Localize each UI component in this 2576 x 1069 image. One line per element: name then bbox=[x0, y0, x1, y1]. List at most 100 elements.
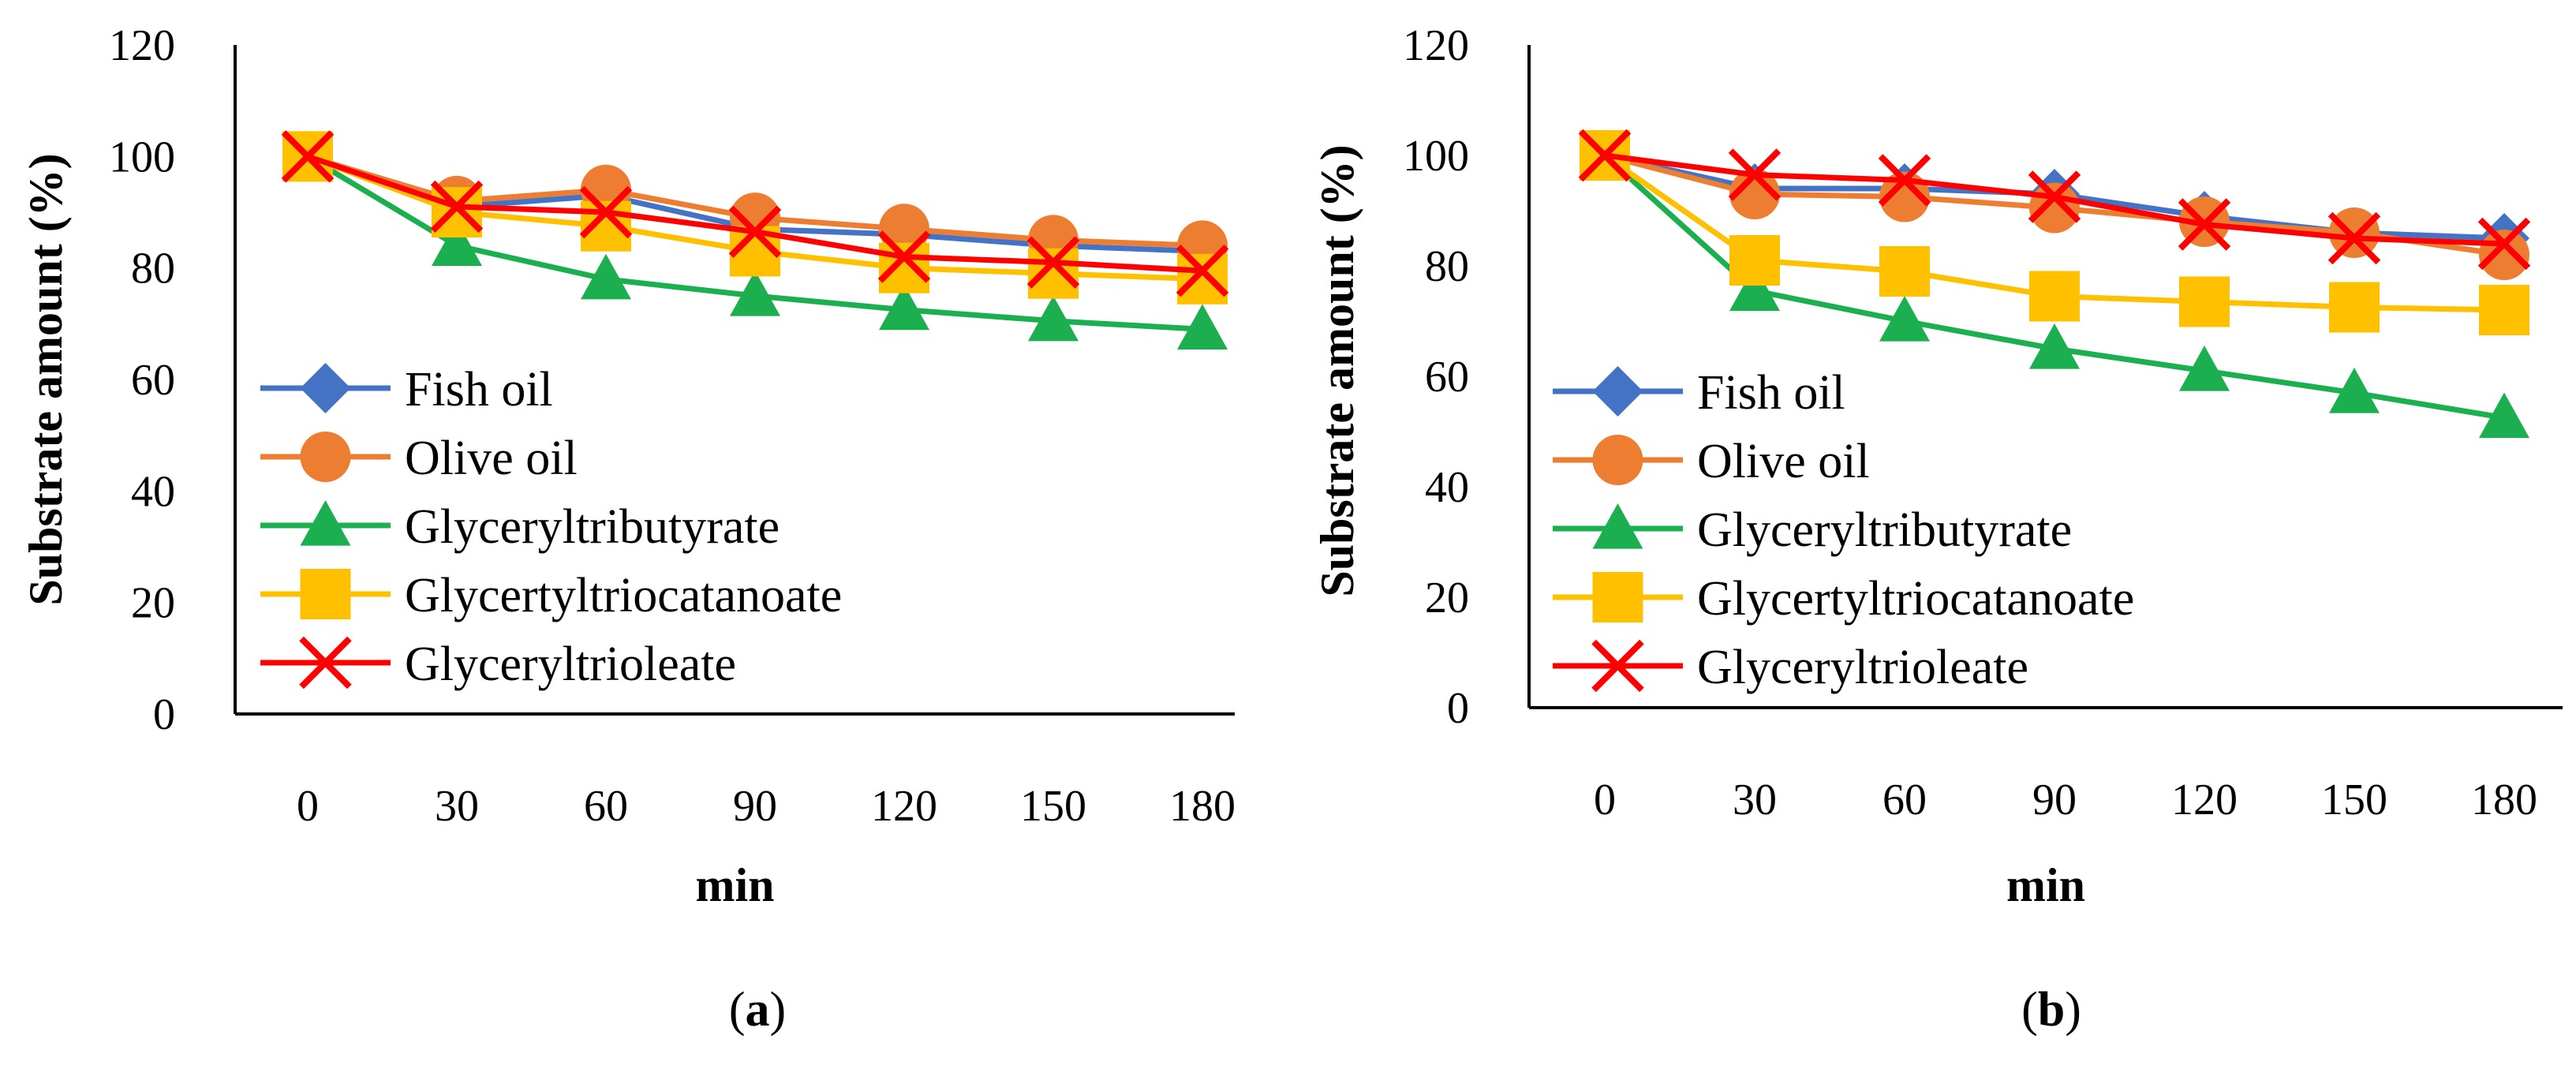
legend-label: Olive oil bbox=[1697, 435, 1870, 488]
y-axis-title: Substrate amount (%) bbox=[1311, 144, 1363, 596]
data-point bbox=[1177, 304, 1228, 349]
y-tick-label: 20 bbox=[1425, 574, 1469, 622]
legend-item: Fish oil bbox=[1553, 366, 1845, 420]
series-glyceryltrioleate bbox=[281, 130, 1229, 297]
legend-item: Glyceryltrioleate bbox=[260, 636, 736, 691]
data-point bbox=[879, 242, 929, 293]
data-point bbox=[2329, 282, 2380, 333]
data-point bbox=[730, 271, 780, 316]
data-point bbox=[2179, 346, 2230, 391]
panel-caption: (b) bbox=[2021, 983, 2081, 1037]
legend-label: Glycertyltriocatanoate bbox=[405, 569, 842, 622]
data-point bbox=[1729, 265, 1780, 312]
data-point bbox=[2029, 323, 2080, 369]
marker-x-stroke bbox=[281, 130, 335, 183]
data-point bbox=[1729, 169, 1780, 219]
y-tick-label: 40 bbox=[1425, 463, 1469, 512]
legend-item: Glycertyltriocatanoate bbox=[260, 569, 842, 622]
caption-open-paren: ( bbox=[729, 983, 746, 1037]
data-point bbox=[1026, 236, 1080, 289]
marker-x-stroke bbox=[579, 185, 633, 239]
x-tick-label: 60 bbox=[1882, 776, 1927, 824]
y-tick-label: 120 bbox=[1403, 21, 1469, 70]
x-tick-label: 0 bbox=[1594, 776, 1616, 824]
data-point bbox=[1028, 295, 1079, 342]
legend-marker bbox=[299, 636, 352, 690]
marker-x-stroke bbox=[299, 636, 352, 690]
data-point bbox=[1878, 154, 1931, 207]
y-tick-label: 80 bbox=[1425, 242, 1469, 291]
legend-marker bbox=[300, 569, 351, 619]
data-point bbox=[2479, 285, 2529, 335]
series-glyceryltrioleate bbox=[1578, 129, 2531, 271]
legend-marker bbox=[1592, 503, 1643, 549]
y-tick-label: 0 bbox=[1447, 684, 1469, 733]
data-point bbox=[2029, 271, 2080, 322]
x-tick-label: 60 bbox=[584, 782, 628, 831]
legend-label: Glyceryltributyrate bbox=[405, 500, 780, 554]
y-tick-label: 120 bbox=[109, 21, 175, 70]
legend-item: Glycertyltriocatanoate bbox=[1553, 572, 2134, 626]
data-point bbox=[2178, 198, 2231, 251]
x-axis-title: min bbox=[2006, 859, 2085, 911]
marker-x-stroke bbox=[1728, 148, 1782, 201]
legend-label: Glyceryltrioleate bbox=[405, 637, 736, 691]
y-tick-label: 60 bbox=[1425, 353, 1469, 402]
y-tick-label: 0 bbox=[153, 690, 175, 739]
legend-item: Glyceryltributyrate bbox=[260, 500, 780, 554]
marker-x-stroke bbox=[2327, 211, 2381, 265]
x-tick-label: 180 bbox=[1169, 782, 1236, 831]
marker-x-stroke bbox=[1578, 129, 1632, 182]
data-point bbox=[581, 253, 631, 300]
caption-close-paren: ) bbox=[770, 983, 787, 1037]
legend-marker bbox=[1592, 572, 1643, 622]
marker-x-stroke bbox=[2028, 170, 2081, 223]
x-tick-label: 150 bbox=[2321, 776, 2387, 824]
legend-marker bbox=[1592, 366, 1643, 417]
data-point bbox=[430, 180, 484, 234]
legend-label: Glyceryltrioleate bbox=[1697, 641, 2028, 694]
y-tick-label: 100 bbox=[109, 133, 175, 181]
data-point bbox=[1728, 148, 1782, 201]
data-point bbox=[1879, 296, 1930, 342]
legend-marker bbox=[1591, 639, 1644, 693]
legend-item: Olive oil bbox=[260, 432, 578, 485]
data-point bbox=[1729, 235, 1780, 286]
legend-label: Fish oil bbox=[405, 363, 553, 417]
marker-x-stroke bbox=[1176, 244, 1229, 297]
data-point bbox=[879, 284, 929, 331]
data-point bbox=[1177, 253, 1228, 305]
data-point bbox=[2327, 211, 2381, 265]
x-tick-label: 150 bbox=[1020, 782, 1086, 831]
marker-x-stroke bbox=[877, 230, 931, 283]
chart-panel-b: 0 20 40 60 80 100 120 0 30 60 90 120 150 180 min Substr… bbox=[1311, 21, 2563, 1037]
marker-x-stroke bbox=[2477, 217, 2531, 271]
caption-open-paren: ( bbox=[2021, 983, 2038, 1037]
data-point bbox=[728, 205, 782, 258]
x-axis-title: min bbox=[695, 859, 774, 911]
data-point bbox=[579, 185, 633, 239]
legend-item: Fish oil bbox=[260, 363, 553, 417]
legend-item: Olive oil bbox=[1553, 435, 1870, 488]
x-tick-label: 180 bbox=[2471, 776, 2537, 824]
data-point bbox=[432, 220, 482, 266]
legend-label: Olive oil bbox=[405, 432, 578, 485]
data-point bbox=[281, 130, 335, 183]
data-point bbox=[2028, 170, 2081, 223]
data-point bbox=[2479, 230, 2529, 280]
y-tick-label: 80 bbox=[131, 245, 175, 293]
legend-marker bbox=[1592, 435, 1643, 485]
x-tick-label: 120 bbox=[2171, 776, 2238, 824]
data-point bbox=[2029, 182, 2080, 234]
data-point bbox=[2329, 207, 2380, 258]
x-tick-label: 90 bbox=[733, 782, 777, 831]
marker-x-stroke bbox=[1026, 236, 1080, 289]
data-point bbox=[432, 187, 482, 237]
x-tick-label: 90 bbox=[2032, 776, 2077, 824]
y-tick-label: 20 bbox=[131, 579, 175, 628]
y-tick-label: 100 bbox=[1403, 132, 1469, 181]
legend-marker bbox=[300, 432, 351, 482]
data-point bbox=[1879, 246, 1930, 297]
marker-x-stroke bbox=[2178, 198, 2231, 251]
